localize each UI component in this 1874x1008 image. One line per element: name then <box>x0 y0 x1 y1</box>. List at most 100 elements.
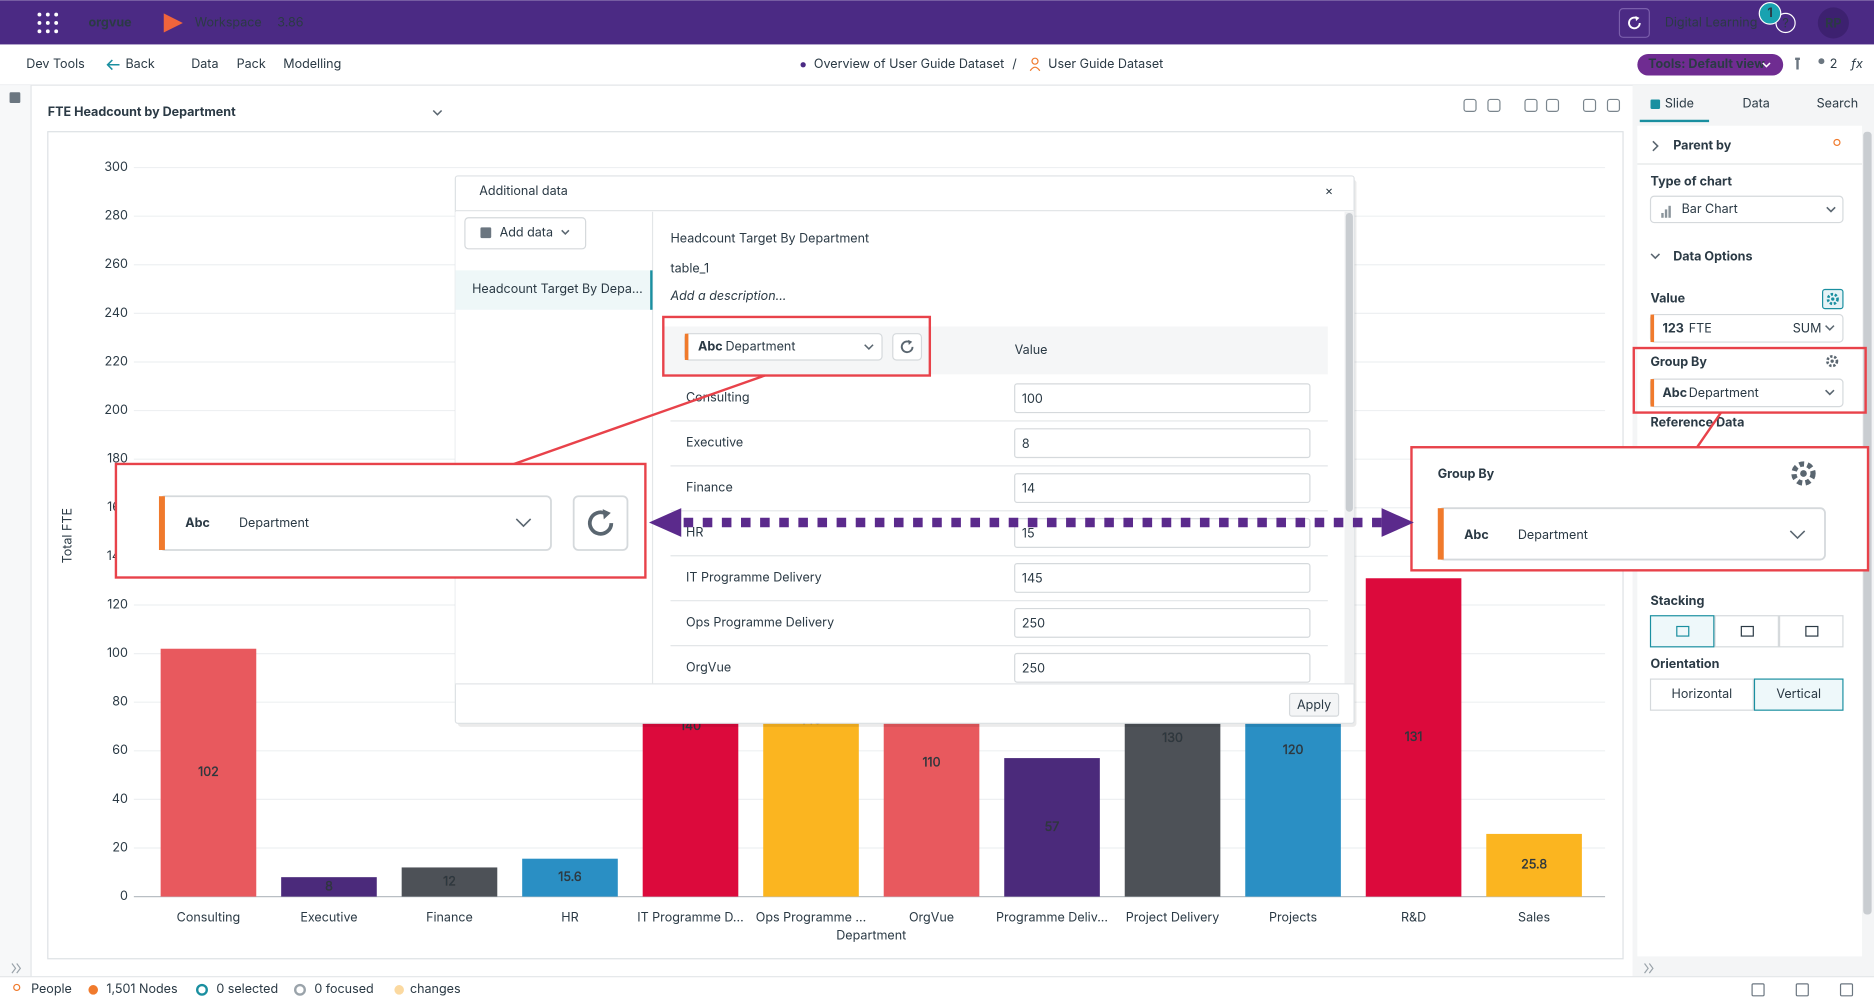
dialog-close[interactable]: × <box>1325 184 1333 199</box>
chevron-icon <box>1650 253 1661 260</box>
type-of-chart-label: Type of chart <box>1651 174 1733 189</box>
parent-by-label[interactable]: Parent by <box>1673 138 1732 153</box>
avatar-initials: RP <box>1825 17 1841 32</box>
orientation-option[interactable] <box>1649 678 1754 711</box>
breadcrumb-dot <box>800 62 806 68</box>
status-action[interactable] <box>1839 983 1854 997</box>
status-focused: 0 focused <box>314 982 373 997</box>
apps-dot[interactable] <box>37 12 42 17</box>
stacking-icon <box>1740 625 1754 637</box>
value-input[interactable] <box>1014 563 1311 593</box>
group-by-label: Group By <box>1651 355 1708 370</box>
add-data-label[interactable]: Add data <box>500 226 553 241</box>
chart-tool-icon[interactable] <box>1463 98 1477 112</box>
sidebar-tab[interactable]: Data <box>1743 97 1770 112</box>
bar[interactable] <box>1486 833 1582 897</box>
dataset-tab[interactable] <box>455 270 653 310</box>
callout-field-name: Department <box>1518 528 1588 543</box>
value-input[interactable] <box>1014 428 1311 459</box>
apps-dot[interactable] <box>37 21 42 25</box>
brand-mark <box>163 13 183 33</box>
bar[interactable] <box>522 858 618 897</box>
apps-dot[interactable] <box>37 29 42 34</box>
bar-value-label: 110 <box>922 755 940 770</box>
y-tick-label: 220 <box>105 354 128 369</box>
bar[interactable] <box>281 877 377 897</box>
toolbar-item[interactable]: Dev Tools <box>26 57 84 72</box>
stacking-option[interactable] <box>1714 615 1779 648</box>
apps-dot[interactable] <box>54 21 59 25</box>
aggregation-label[interactable]: SUM <box>1793 321 1822 336</box>
dialog-title: Additional data <box>479 184 568 199</box>
sync-button[interactable] <box>1618 8 1650 38</box>
bar[interactable] <box>401 867 498 897</box>
refresh-arrow <box>602 509 611 520</box>
sidebar-tab[interactable]: Search <box>1817 97 1859 112</box>
chart-type-dropdown[interactable] <box>1649 195 1844 224</box>
toolbar-item[interactable]: Back <box>125 57 154 72</box>
bar-chart-icon <box>1664 209 1668 218</box>
value-input[interactable] <box>1014 473 1311 504</box>
changes-icon <box>394 985 404 995</box>
arrow-head <box>1381 508 1414 537</box>
apps-dot[interactable] <box>54 12 59 17</box>
toolbar-item[interactable]: Modelling <box>283 57 341 72</box>
status-action[interactable] <box>1795 983 1809 997</box>
status-people[interactable]: People <box>31 982 72 997</box>
bar[interactable] <box>1365 578 1462 897</box>
expand-chevron <box>1652 140 1659 152</box>
breadcrumb[interactable]: Overview of User Guide Dataset <box>814 57 1004 72</box>
field-accent <box>1437 508 1444 560</box>
orientation-option[interactable] <box>1753 678 1844 711</box>
chart-tool-icon[interactable] <box>1582 98 1597 112</box>
breadcrumb[interactable]: User Guide Dataset <box>1048 57 1163 72</box>
value-input[interactable] <box>1014 652 1311 683</box>
description-placeholder[interactable]: Add a description... <box>669 289 786 304</box>
toolbar-item[interactable]: Pack <box>237 57 266 72</box>
apps-dot[interactable] <box>45 12 50 17</box>
refresh-button[interactable] <box>892 333 923 361</box>
row-value: 15 <box>1022 527 1035 542</box>
apps-dot[interactable] <box>54 29 59 34</box>
value-input[interactable] <box>1014 607 1311 638</box>
notification-badge <box>1758 2 1782 25</box>
refresh-icon <box>900 340 914 354</box>
add-slide-button[interactable] <box>9 92 21 104</box>
sidebar-tab[interactable]: Slide <box>1665 97 1694 112</box>
add-data-button[interactable] <box>464 217 587 250</box>
field-accent <box>158 496 165 551</box>
nodes-icon <box>88 985 99 995</box>
apps-dot[interactable] <box>45 29 50 34</box>
chevron-icon <box>864 344 874 351</box>
status-action[interactable] <box>1751 983 1765 997</box>
bar[interactable] <box>160 648 257 897</box>
chart-type-value[interactable]: Bar Chart <box>1682 202 1738 217</box>
user-menu[interactable]: Digital Learning <box>1665 15 1758 30</box>
value-column-header: Value <box>1015 343 1048 358</box>
chart-tool-icon[interactable] <box>1487 98 1501 112</box>
chart-tool-icon[interactable] <box>1524 98 1538 112</box>
stacking-option[interactable] <box>1649 615 1715 648</box>
value-input[interactable] <box>1014 383 1311 414</box>
refresh-icon <box>1628 16 1641 30</box>
apps-dot[interactable] <box>45 21 50 25</box>
refresh-icon <box>587 510 614 536</box>
apply-button[interactable] <box>1288 692 1340 717</box>
tools-view-label: Tools: Default view <box>1648 57 1765 72</box>
brand-logo: orgvue <box>88 15 131 30</box>
dialog-footer <box>456 683 1353 723</box>
callout-type-badge: Abc <box>1464 528 1489 543</box>
back-arrow <box>106 59 120 71</box>
chart-tool-icon[interactable] <box>1606 98 1621 112</box>
data-options-label[interactable]: Data Options <box>1673 250 1752 265</box>
tools-view-pill[interactable] <box>1637 54 1784 76</box>
toolbar-item[interactable]: Data <box>191 57 218 72</box>
avatar[interactable] <box>1817 7 1849 39</box>
chart-tool-icon[interactable] <box>1545 98 1560 112</box>
stacking-option[interactable] <box>1778 615 1844 648</box>
dialog-scroll-thumb <box>1345 212 1353 512</box>
collapse-icon <box>1644 963 1654 974</box>
row-value: 14 <box>1022 482 1035 497</box>
bar[interactable] <box>1004 758 1100 897</box>
fx-button[interactable]: fx <box>1849 57 1863 72</box>
